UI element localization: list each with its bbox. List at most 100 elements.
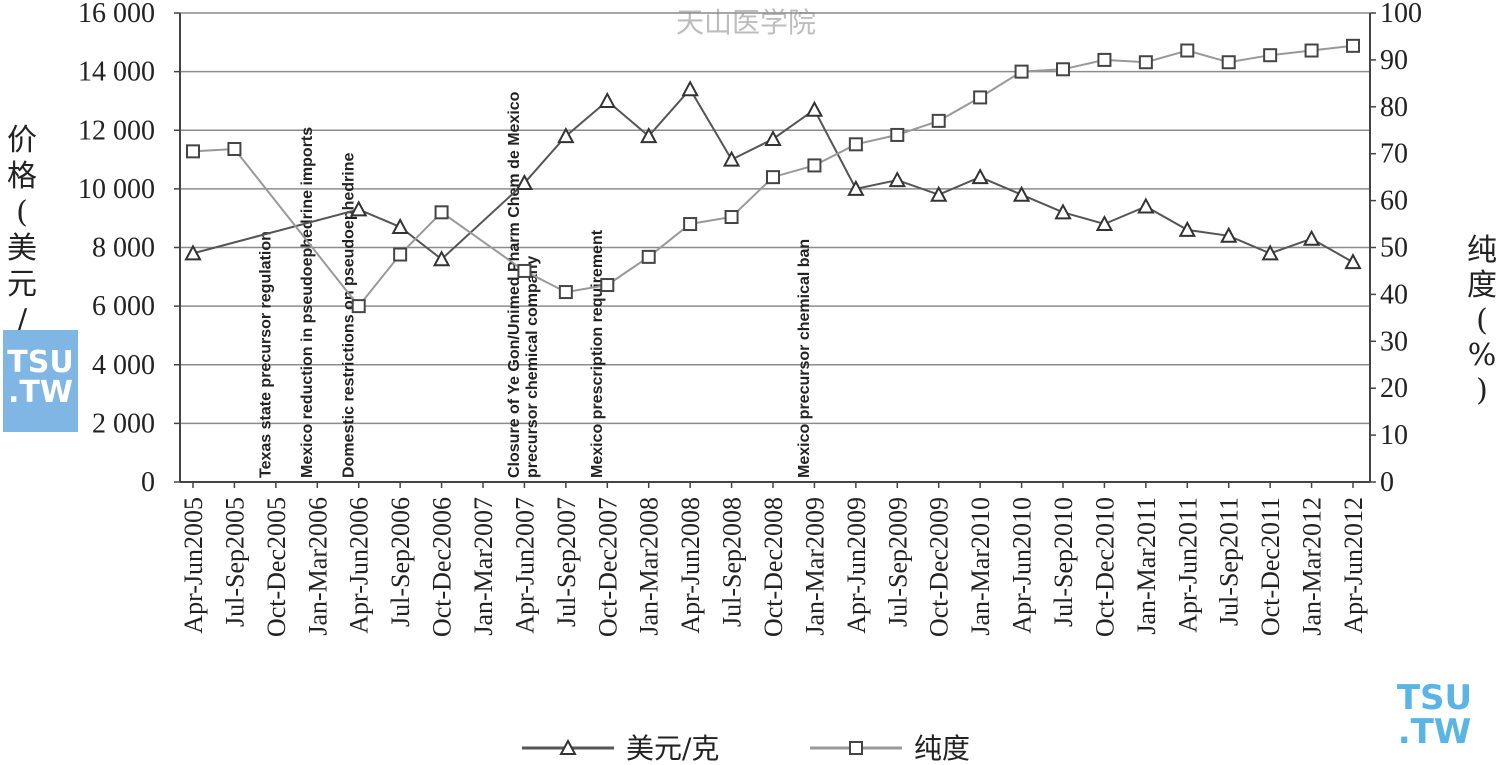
- purity-point: [434, 205, 449, 220]
- left-tick-label: 2 000: [92, 408, 155, 439]
- x-tick-label: Apr-Jun2012: [1339, 497, 1368, 634]
- purity-point: [600, 278, 615, 293]
- purity-point: [227, 142, 242, 157]
- x-tick-label: Apr-Jun2008: [676, 497, 705, 634]
- left-axis-title-char: 美: [7, 231, 37, 266]
- price-point: [971, 168, 989, 185]
- x-tick-label: Jan-Mar2006: [303, 497, 332, 636]
- purity-point: [1014, 64, 1029, 79]
- purity-point: [517, 263, 532, 278]
- right-tick-label: 40: [1380, 279, 1408, 310]
- legend-marker-triangle: [559, 738, 577, 755]
- annotation-label: Texas state precursor regulation: [257, 231, 274, 478]
- right-axis-ticks: 0 10 20 30 40 50 60 70 80 90 100: [1370, 0, 1422, 498]
- purity-point: [641, 249, 656, 264]
- right-axis-title-char: (: [1476, 303, 1488, 338]
- annotation-label: Domestic restrictions on pseudoephedrine: [340, 153, 357, 479]
- right-tick-label: 100: [1380, 0, 1422, 29]
- right-tick-label: 30: [1380, 326, 1408, 357]
- x-tick-label: Jul-Sep2010: [1049, 497, 1078, 627]
- x-tick-label: Apr-Jun2005: [179, 497, 208, 634]
- price-point: [681, 80, 699, 97]
- x-tick-label: Jan-Mar2007: [469, 497, 498, 636]
- price-point: [1012, 185, 1031, 202]
- purity-point: [558, 285, 573, 300]
- purity-point: [1138, 55, 1153, 70]
- purity-point: [1097, 52, 1112, 67]
- watermark-logo-left: TSU .TW: [3, 330, 78, 432]
- price-point: [432, 250, 451, 267]
- price-point: [598, 91, 616, 108]
- price-point: [350, 200, 368, 217]
- price-point: [391, 217, 409, 234]
- right-tick-label: 10: [1380, 420, 1408, 451]
- x-tick-label: Jul-Sep2008: [718, 497, 747, 627]
- right-axis-title: 纯度(%): [1467, 233, 1497, 408]
- price-point: [888, 170, 906, 188]
- purity-point: [973, 90, 988, 105]
- price-point: [1095, 214, 1114, 232]
- x-axis-ticks: Apr-Jun2005 Jul-Sep2005 Oct-Dec2005 Jan-Mar…: [179, 482, 1368, 637]
- price-point: [1054, 203, 1072, 220]
- x-tick-label: Oct-Dec2006: [428, 497, 457, 637]
- x-tick-label: Apr-Jun2011: [1173, 497, 1202, 633]
- x-tick-label: Apr-Jun2006: [345, 497, 374, 634]
- purity-point: [351, 299, 366, 314]
- left-tick-label: 12 000: [78, 115, 155, 146]
- left-axis-title-char: /: [17, 303, 28, 338]
- watermark-text: 天山医学院: [676, 6, 816, 39]
- price-point: [847, 179, 865, 196]
- right-tick-label: 0: [1380, 467, 1394, 498]
- purity-point: [766, 170, 780, 185]
- x-tick-label: Jan-Mar2012: [1298, 497, 1327, 636]
- purity-point: [1221, 55, 1236, 70]
- watermark-logo-right: TSU .TW: [1396, 678, 1473, 752]
- price-point: [1178, 220, 1196, 237]
- annotation-label: Closure of Ye Gon/Unimed Pharm Chem de M…: [506, 91, 523, 478]
- left-axis-ticks: 0 2 000 4 000 6 000 8 000 10 000 12 000 14 000 1…: [78, 0, 180, 498]
- right-tick-label: 60: [1380, 186, 1408, 217]
- purity-point: [1056, 62, 1070, 77]
- x-tick-label: Jan-Mar2009: [800, 497, 829, 636]
- annotation-label: Mexico prescription requirement: [589, 229, 606, 478]
- legend-label-2: 纯度: [914, 732, 970, 765]
- price-point: [557, 127, 575, 144]
- x-tick-label: Jul-Sep2005: [220, 497, 249, 627]
- price-point: [184, 244, 202, 261]
- price-point: [722, 150, 741, 167]
- purity-point: [848, 137, 863, 152]
- right-axis-title-char: 度: [1467, 268, 1497, 303]
- right-tick-label: 90: [1380, 45, 1408, 76]
- right-tick-label: 20: [1380, 373, 1408, 404]
- purity-point: [393, 247, 408, 262]
- left-tick-label: 4 000: [92, 350, 155, 381]
- price-point: [1302, 229, 1321, 246]
- x-tick-label: Apr-Jun2010: [1008, 497, 1037, 634]
- left-tick-label: 16 000: [78, 0, 155, 29]
- right-axis-title-char: ): [1476, 373, 1488, 408]
- event-annotations: Texas state precursor regulation Mexico r…: [257, 91, 813, 478]
- x-tick-label: Jul-Sep2006: [386, 497, 415, 627]
- x-tick-label: Jul-Sep2011: [1215, 497, 1244, 626]
- price-point: [1261, 244, 1279, 261]
- right-axis-title-char: 纯: [1467, 233, 1497, 268]
- price-point: [805, 100, 824, 117]
- x-tick-label: Oct-Dec2009: [925, 497, 954, 637]
- purity-point: [186, 144, 200, 159]
- left-tick-label: 6 000: [92, 291, 155, 322]
- price-point: [1220, 226, 1238, 243]
- purity-point: [890, 127, 905, 142]
- left-axis-title-char: 价: [7, 123, 37, 158]
- annotation-label: precursor chemical company: [524, 256, 541, 478]
- price-point: [515, 173, 534, 191]
- purity-point: [683, 217, 698, 232]
- x-tick-label: Jan-Mar2011: [1132, 497, 1161, 635]
- price-point: [640, 127, 658, 144]
- price-point: [764, 129, 782, 147]
- gridlines: [180, 12, 1370, 425]
- left-axis-title-char: 格: [7, 159, 37, 194]
- x-tick-label: Apr-Jun2007: [510, 497, 539, 634]
- x-tick-label: Jan-Mar2010: [966, 497, 995, 636]
- right-tick-label: 50: [1380, 233, 1408, 264]
- purity-point: [1263, 48, 1278, 63]
